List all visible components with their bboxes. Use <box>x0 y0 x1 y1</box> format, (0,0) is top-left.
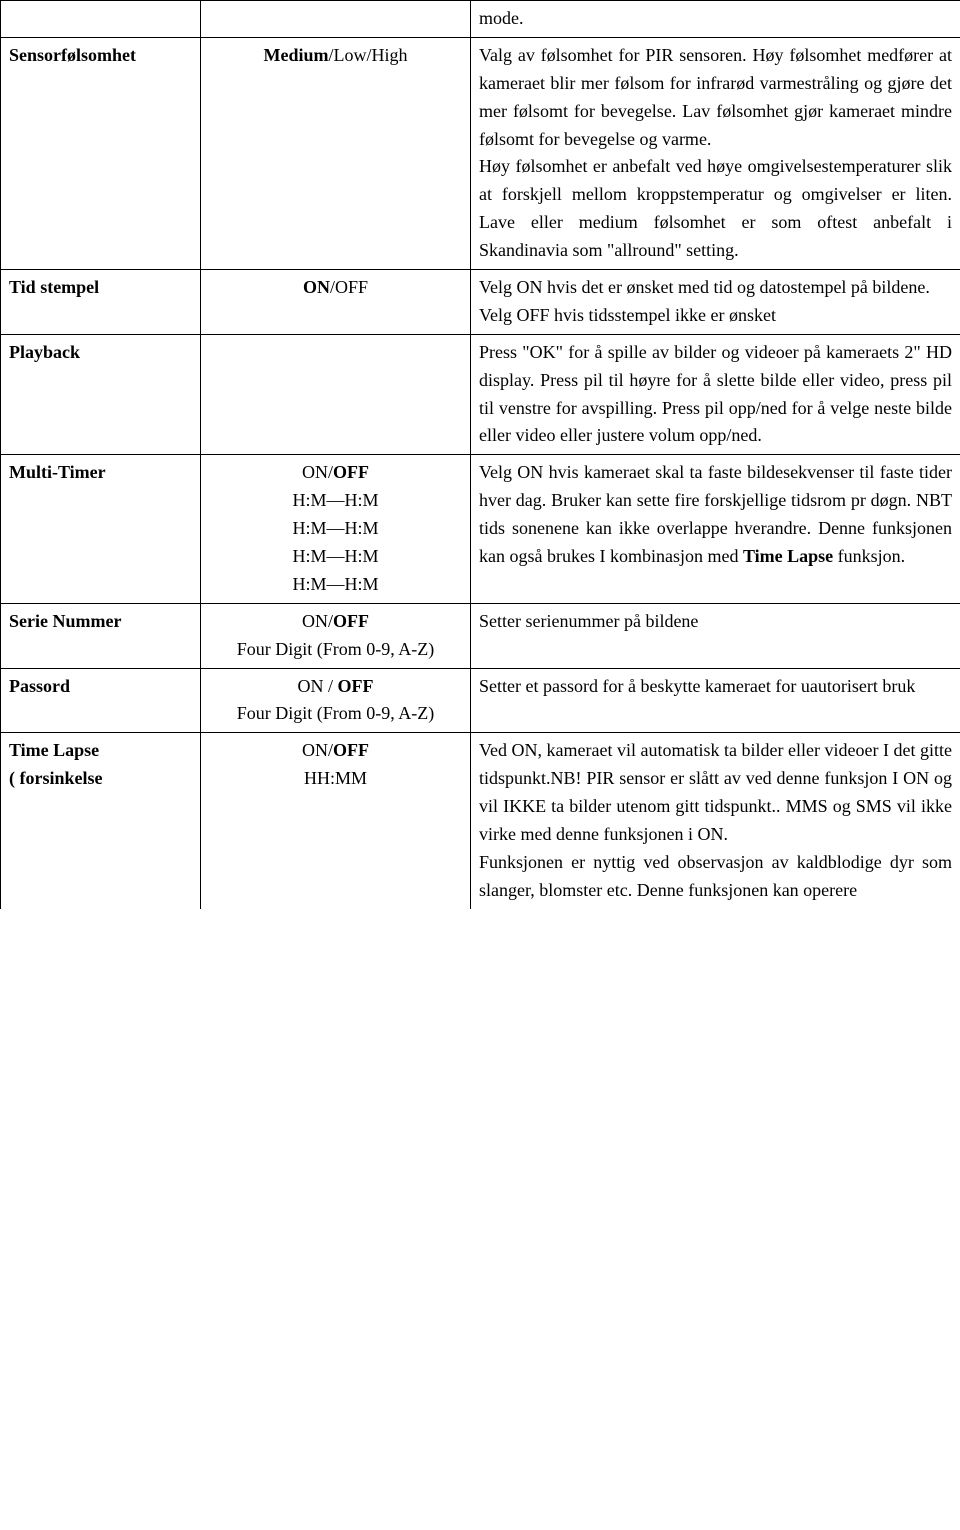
setting-name-cell: Serie Nummer <box>1 603 201 668</box>
setting-value-cell <box>201 1 471 38</box>
table-row: PassordON / OFFFour Digit (From 0-9, A-Z… <box>1 668 960 733</box>
setting-description-cell: Valg av følsomhet for PIR sensoren. Høy … <box>471 37 960 269</box>
setting-value-cell <box>201 334 471 455</box>
table-row: Serie NummerON/OFFFour Digit (From 0-9, … <box>1 603 960 668</box>
table-row: Playback Press "OK" for å spille av bilde… <box>1 334 960 455</box>
setting-description-cell: Ved ON, kameraet vil automatisk ta bilde… <box>471 733 960 909</box>
table-row: Tid stempelON/OFFVelg ON hvis det er øns… <box>1 270 960 335</box>
setting-value-cell: Medium/Low/High <box>201 37 471 269</box>
setting-value-cell: ON/OFFFour Digit (From 0-9, A-Z) <box>201 603 471 668</box>
setting-name-cell: Passord <box>1 668 201 733</box>
table-row: SensorfølsomhetMedium/Low/HighValg av fø… <box>1 37 960 269</box>
table-row: Multi-TimerON/OFFH:M—H:MH:M—H:MH:M—H:MH:… <box>1 455 960 603</box>
settings-table: mode.SensorfølsomhetMedium/Low/HighValg … <box>0 0 960 909</box>
setting-description-cell: Velg ON hvis det er ønsket med tid og da… <box>471 270 960 335</box>
setting-name-cell: Multi-Timer <box>1 455 201 603</box>
setting-value-cell: ON / OFFFour Digit (From 0-9, A-Z) <box>201 668 471 733</box>
setting-description-cell: Setter serienummer på bildene <box>471 603 960 668</box>
setting-description-cell: Velg ON hvis kameraet skal ta faste bild… <box>471 455 960 603</box>
setting-description-cell: mode. <box>471 1 960 38</box>
table-row: mode. <box>1 1 960 38</box>
setting-name-cell: Time Lapse( forsinkelse <box>1 733 201 909</box>
setting-value-cell: ON/OFF <box>201 270 471 335</box>
setting-name-cell: Sensorfølsomhet <box>1 37 201 269</box>
setting-description-cell: Setter et passord for å beskytte kamerae… <box>471 668 960 733</box>
setting-value-cell: ON/OFFHH:MM <box>201 733 471 909</box>
setting-name-cell <box>1 1 201 38</box>
setting-description-cell: Press "OK" for å spille av bilder og vid… <box>471 334 960 455</box>
setting-name-cell: Tid stempel <box>1 270 201 335</box>
setting-value-cell: ON/OFFH:M—H:MH:M—H:MH:M—H:MH:M—H:M <box>201 455 471 603</box>
table-row: Time Lapse( forsinkelseON/OFFHH:MMVed ON… <box>1 733 960 909</box>
setting-name-cell: Playback <box>1 334 201 455</box>
